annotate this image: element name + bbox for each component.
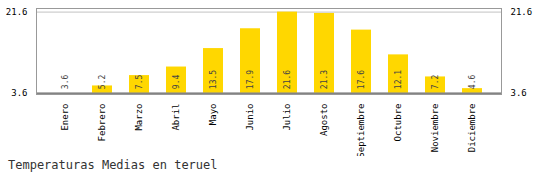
svg-text:4.6: 4.6 (468, 75, 477, 90)
svg-text:21.6: 21.6 (283, 70, 292, 89)
svg-text:Abril: Abril (171, 104, 181, 131)
svg-text:Noviembre: Noviembre (430, 104, 440, 153)
svg-text:Agosto: Agosto (319, 104, 329, 137)
html-text:Temperaturas Medias en teruel: Temperaturas Medias en teruel (8, 158, 218, 172)
svg-text:17.6: 17.6 (357, 70, 366, 89)
svg-text:21.6: 21.6 (6, 7, 28, 17)
svg-text:17.9: 17.9 (246, 70, 255, 89)
svg-text:12.1: 12.1 (394, 70, 403, 89)
svg-text:Diciembre: Diciembre (467, 104, 477, 153)
svg-text:3.6: 3.6 (11, 88, 27, 98)
svg-text:9.4: 9.4 (172, 75, 181, 90)
svg-text:3.6: 3.6 (511, 88, 527, 98)
svg-text:5.2: 5.2 (98, 75, 107, 90)
svg-text:Febrero: Febrero (97, 104, 107, 142)
svg-text:Octubre: Octubre (393, 104, 403, 142)
svg-text:Junio: Junio (245, 104, 255, 131)
svg-text:21.3: 21.3 (320, 70, 329, 89)
svg-text:Marzo: Marzo (134, 104, 144, 131)
svg-text:7.5: 7.5 (135, 75, 144, 90)
svg-text:21.6: 21.6 (511, 7, 533, 17)
svg-text:Mayo: Mayo (208, 104, 218, 126)
svg-text:3.6: 3.6 (61, 75, 70, 90)
svg-text:Julio: Julio (282, 104, 292, 131)
svg-text:Septiembre: Septiembre (356, 104, 366, 157)
svg-text:13.5: 13.5 (209, 70, 218, 89)
svg-text:7.2: 7.2 (431, 75, 440, 90)
svg-text:Enero: Enero (60, 104, 70, 131)
